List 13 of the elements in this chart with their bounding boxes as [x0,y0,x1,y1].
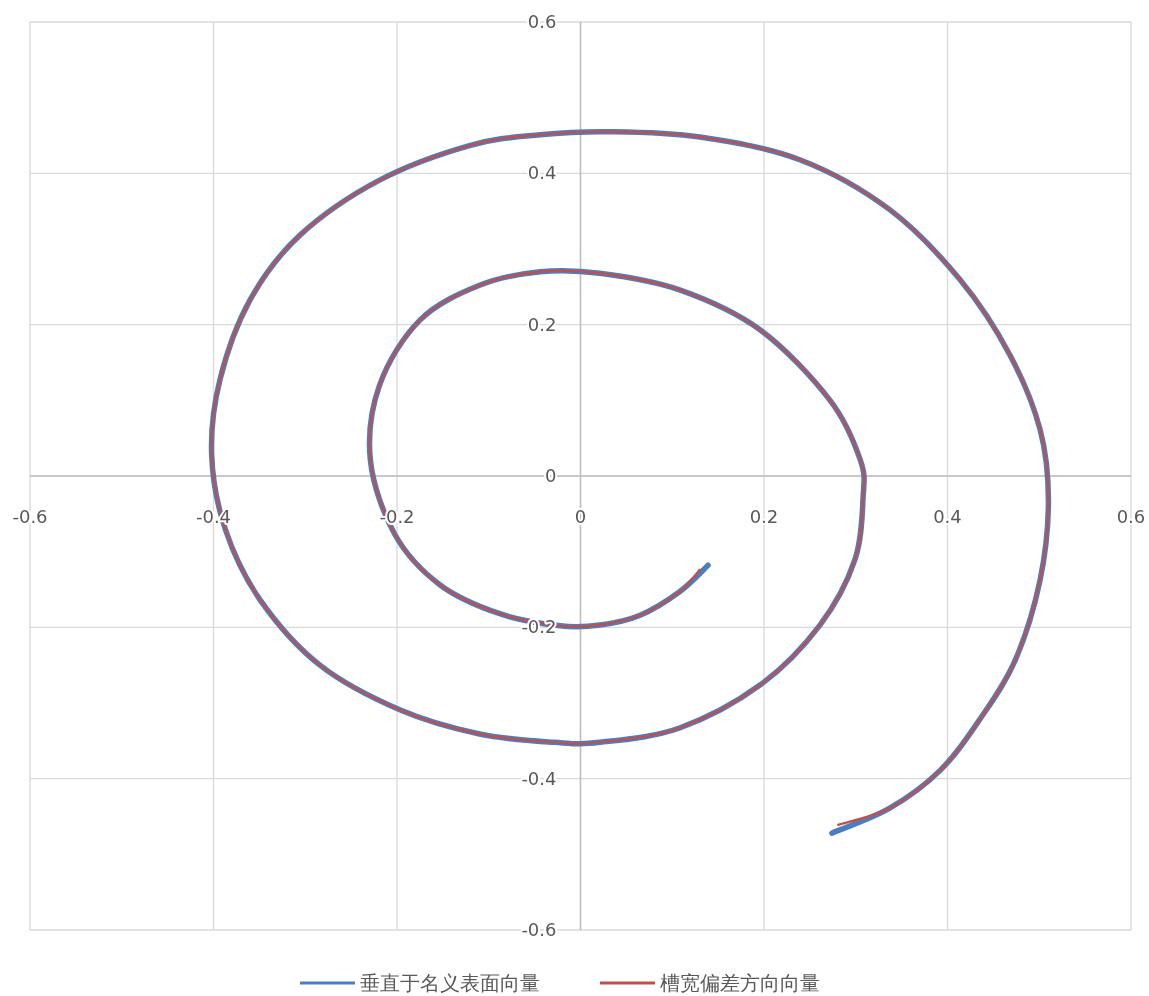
y-tick-label: -0.4 [521,767,557,789]
x-tick-label: -0.6 [12,506,48,527]
x-tick-label: 0.4 [933,506,962,527]
y-tick-label: 0.2 [527,313,557,335]
y-tick-label: 0 [545,465,557,486]
legend-label: 槽宽偏差方向向量 [660,971,820,995]
legend-label: 垂直于名义表面向量 [360,971,540,995]
y-tick-label: 0.4 [527,162,557,184]
x-tick-label: 0 [574,506,587,527]
x-tick-label: 0.2 [749,506,779,527]
y-tick-label: 0.6 [527,11,557,32]
y-tick-label: -0.6 [521,919,557,940]
x-tick-label: 0.6 [1116,506,1146,527]
